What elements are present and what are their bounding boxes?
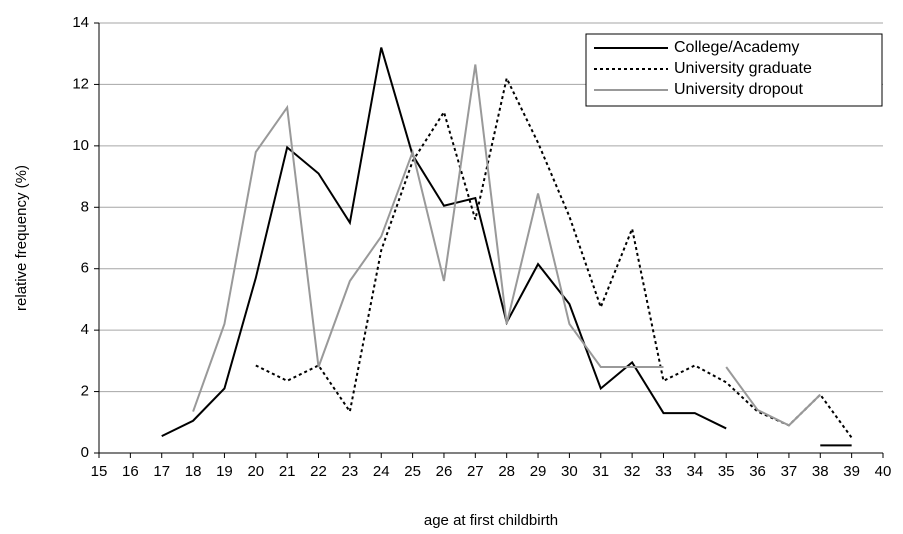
x-tick-label: 26 bbox=[436, 463, 453, 480]
x-tick-label: 30 bbox=[561, 463, 578, 480]
x-tick-label: 40 bbox=[875, 463, 892, 480]
x-tick-label: 32 bbox=[624, 463, 641, 480]
legend-label: College/Academy bbox=[674, 39, 799, 56]
x-tick-label: 28 bbox=[498, 463, 515, 480]
x-tick-label: 37 bbox=[781, 463, 798, 480]
x-tick-label: 38 bbox=[812, 463, 829, 480]
y-tick-label: 10 bbox=[72, 137, 89, 154]
legend-label: University graduate bbox=[674, 60, 812, 77]
legend-box bbox=[585, 33, 883, 107]
x-tick-label: 23 bbox=[342, 463, 359, 480]
x-tick-label: 39 bbox=[843, 463, 860, 480]
y-tick-label: 14 bbox=[72, 14, 89, 31]
x-axis-label: age at first childbirth bbox=[424, 512, 558, 529]
y-tick-label: 0 bbox=[81, 444, 89, 461]
x-tick-label: 17 bbox=[153, 463, 170, 480]
x-tick-label: 35 bbox=[718, 463, 735, 480]
y-tick-label: 4 bbox=[81, 321, 89, 338]
x-tick-label: 34 bbox=[686, 463, 703, 480]
y-axis-label: relative frequency (%) bbox=[13, 165, 30, 311]
x-tick-label: 22 bbox=[310, 463, 327, 480]
x-tick-label: 16 bbox=[122, 463, 139, 480]
x-tick-label: 15 bbox=[91, 463, 108, 480]
y-tick-label: 12 bbox=[72, 75, 89, 92]
x-tick-label: 33 bbox=[655, 463, 672, 480]
series-line bbox=[161, 47, 852, 447]
x-tick-label: 19 bbox=[216, 463, 233, 480]
y-tick-label: 2 bbox=[81, 383, 89, 400]
series-line bbox=[192, 64, 821, 427]
y-tick-label: 8 bbox=[81, 198, 89, 215]
x-tick-label: 29 bbox=[530, 463, 547, 480]
series-line bbox=[255, 75, 853, 439]
x-tick-label: 31 bbox=[592, 463, 609, 480]
x-tick-label: 24 bbox=[373, 463, 390, 480]
x-tick-label: 27 bbox=[467, 463, 484, 480]
legend-label: University dropout bbox=[674, 81, 804, 98]
x-tick-label: 21 bbox=[279, 463, 296, 480]
x-tick-label: 18 bbox=[185, 463, 202, 480]
y-tick-label: 6 bbox=[81, 260, 89, 277]
x-tick-label: 36 bbox=[749, 463, 766, 480]
x-tick-label: 20 bbox=[247, 463, 264, 480]
x-tick-label: 25 bbox=[404, 463, 421, 480]
